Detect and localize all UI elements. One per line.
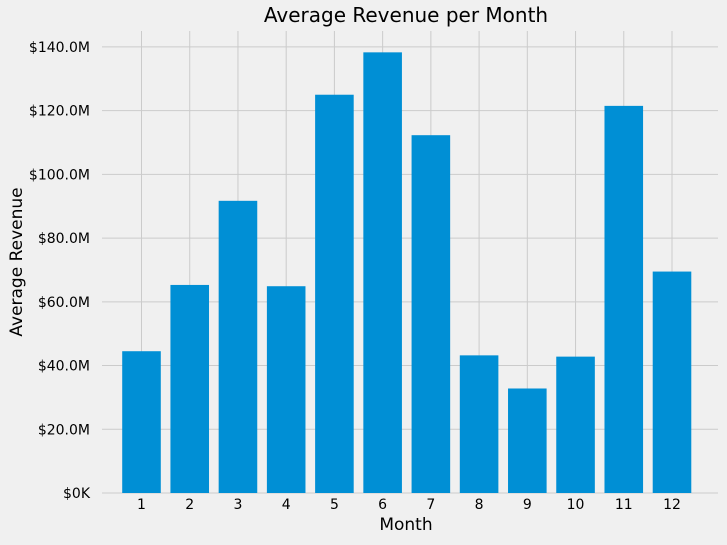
x-tick-label: 4 — [282, 497, 291, 513]
bar-month-2 — [170, 284, 210, 493]
x-tick-label: 2 — [185, 497, 194, 513]
x-tick-label: 8 — [475, 497, 484, 513]
bar-month-6 — [363, 52, 402, 493]
bar-month-5 — [315, 94, 354, 494]
x-tick-label: 12 — [663, 497, 681, 513]
x-tick-label: 11 — [615, 497, 633, 513]
y-tick-label: $60.0M — [38, 295, 90, 311]
x-axis-label: Month — [379, 515, 432, 535]
x-tick-label: 1 — [137, 497, 146, 513]
x-tick-label: 10 — [567, 497, 585, 513]
bar-month-9 — [508, 388, 547, 493]
chart-title: Average Revenue per Month — [264, 3, 548, 27]
y-tick-label: $80.0M — [38, 231, 90, 247]
y-tick-label: $20.0M — [38, 422, 90, 438]
y-tick-label: $140.0M — [29, 40, 90, 56]
bar-month-10 — [556, 356, 595, 493]
y-axis-ticks: $0K $20.0M $40.0M $60.0M $80.0M $100.0M $120.0… — [29, 40, 91, 502]
bar-month-1 — [122, 351, 161, 493]
bar-month-12 — [652, 271, 692, 493]
x-tick-label: 3 — [233, 497, 242, 513]
x-tick-label: 5 — [330, 497, 339, 513]
y-tick-label: $40.0M — [38, 359, 90, 375]
y-tick-label: $120.0M — [29, 104, 90, 120]
x-tick-label: 9 — [523, 497, 532, 513]
y-tick-label: $0K — [63, 486, 91, 502]
bar-month-11 — [604, 105, 644, 494]
x-axis-ticks: 1 2 3 4 5 6 7 8 9 10 11 12 — [137, 497, 681, 513]
bar-month-8 — [459, 355, 499, 493]
bar-month-7 — [411, 135, 451, 493]
bars — [122, 52, 692, 494]
bar-month-4 — [266, 286, 306, 493]
bar-month-3 — [218, 200, 258, 493]
y-axis-label: Average Revenue — [7, 187, 27, 336]
y-tick-label: $100.0M — [29, 167, 90, 183]
x-tick-label: 7 — [426, 497, 435, 513]
x-tick-label: 6 — [378, 497, 387, 513]
